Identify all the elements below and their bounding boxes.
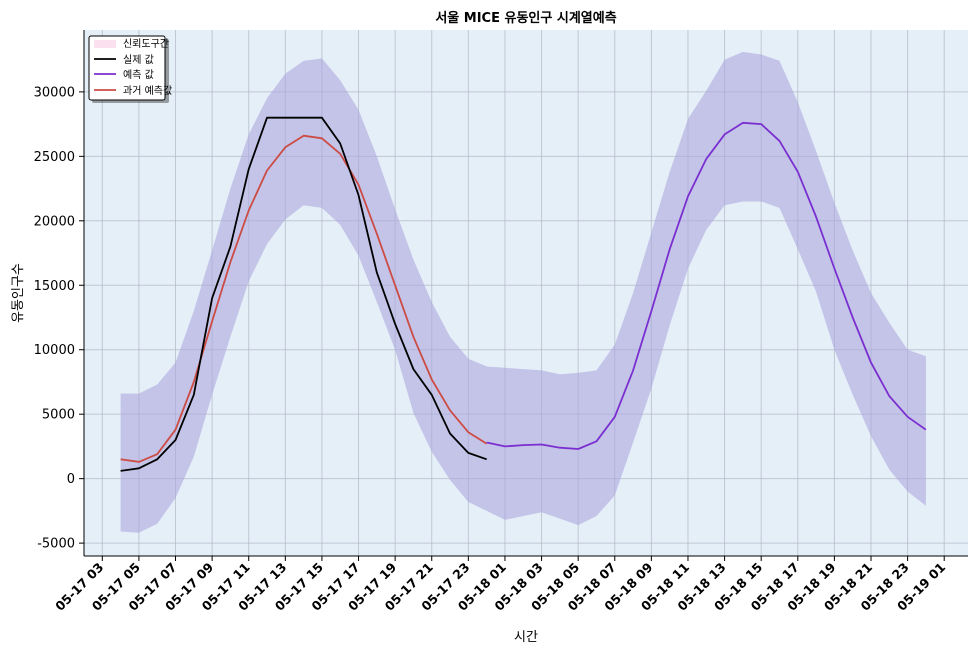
y-tick-label: -5000 bbox=[37, 537, 75, 552]
legend-label-past-forecast: 과거 예측값 bbox=[123, 85, 172, 97]
y-axis-label: 유동인구수 bbox=[11, 263, 26, 323]
past-forecast-line bbox=[120, 134, 488, 463]
x-axis-label: 시간 bbox=[514, 630, 538, 645]
y-tick-label: 10000 bbox=[34, 343, 75, 358]
y-tick-label: 0 bbox=[67, 472, 75, 487]
y-ticks: -5000 0 5000 10000 15000 20000 25000 30000 bbox=[34, 85, 84, 552]
legend-swatch-band bbox=[94, 40, 116, 48]
actual-line bbox=[120, 116, 487, 472]
confidence-band-area bbox=[120, 51, 926, 533]
chart-title: 서울 MICE 유동인구 시계열예측 bbox=[435, 10, 616, 26]
legend-label-forecast: 예측 값 bbox=[123, 69, 154, 81]
y-tick-label: 20000 bbox=[34, 214, 75, 229]
legend: 신뢰도구간 실제 값 예측 값 과거 예측값 bbox=[88, 35, 172, 103]
y-tick-label: 5000 bbox=[42, 408, 75, 423]
legend-box bbox=[88, 35, 166, 101]
y-tick-label: 30000 bbox=[34, 85, 75, 100]
forecast-line bbox=[486, 121, 927, 450]
y-tick-label: 15000 bbox=[34, 279, 75, 294]
series-lines bbox=[120, 116, 927, 472]
axes bbox=[83, 30, 968, 557]
confidence-band bbox=[120, 51, 926, 533]
legend-label-band: 신뢰도구간 bbox=[123, 38, 169, 50]
legend-label-actual: 실제 값 bbox=[123, 54, 154, 66]
y-tick-label: 25000 bbox=[34, 150, 75, 165]
